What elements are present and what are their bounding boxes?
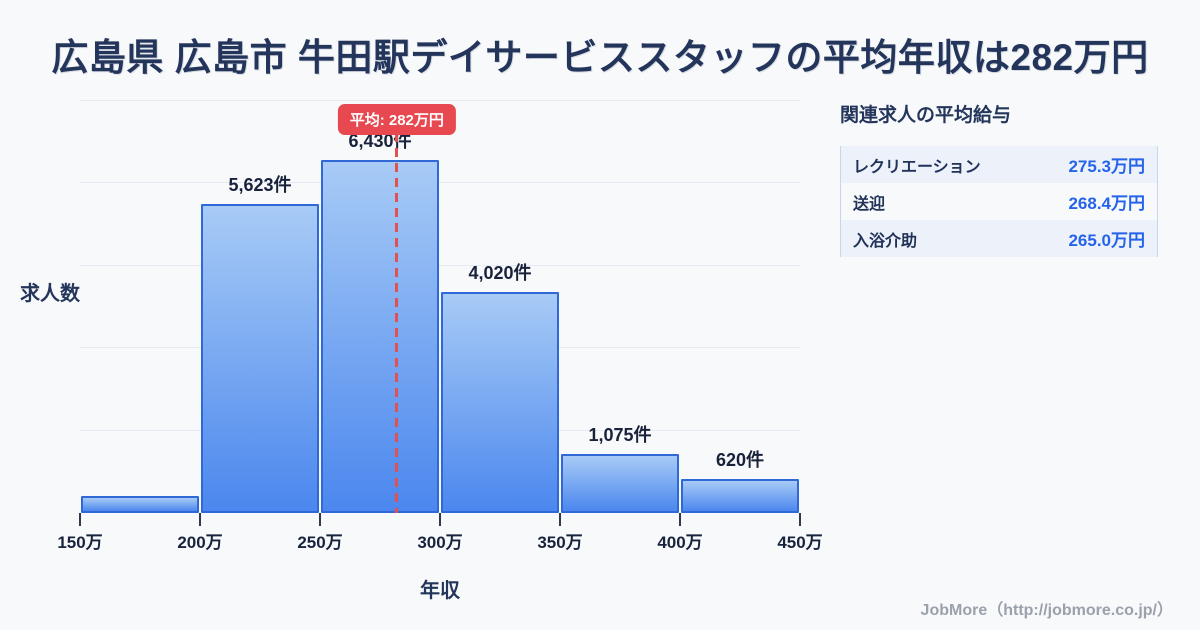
x-axis-tick: [679, 513, 681, 526]
bar-value-label: 1,075件: [588, 425, 652, 445]
x-axis-tick-label: 300万: [417, 533, 463, 552]
gridline: [80, 100, 800, 101]
average-badge: 平均: 282万円: [337, 104, 456, 135]
x-axis-title: 年収: [420, 580, 460, 602]
bar-value-label: 620件: [715, 450, 765, 470]
related-jobs-panel-header: 関連求人の平均給与: [840, 105, 1012, 126]
histogram-bar: [561, 454, 679, 513]
x-axis-tick: [319, 513, 321, 526]
histogram-bar: [201, 204, 319, 513]
x-axis-tick: [79, 513, 81, 526]
gridline: [80, 429, 800, 431]
related-job-label: 入浴介助: [853, 232, 918, 250]
related-job-label: レクリエーション: [853, 158, 981, 176]
x-axis-tick-label: 200万: [177, 533, 223, 552]
related-job-row: レクリエーション 275.3万円: [841, 146, 1157, 183]
x-axis-tick: [799, 513, 801, 526]
x-axis-tick-label: 350万: [537, 533, 583, 552]
bar-value-label: 4,020件: [468, 263, 532, 283]
related-job-value: 275.3万円: [1068, 157, 1145, 176]
gridline: [80, 182, 800, 184]
x-axis-tick: [439, 513, 441, 526]
page-title: 広島県 広島市 牛田駅デイサービススタッフの平均年収は282万円: [51, 37, 1149, 78]
average-dashed-line: [395, 133, 399, 513]
related-jobs-table: レクリエーション 275.3万円送迎 268.4万円入浴介助 265.0万円: [840, 146, 1158, 257]
related-job-value: 268.4万円: [1068, 194, 1145, 213]
plot-area: 5,623件 6,430件 4,020件 1,075件 620件 150万 200万 250万…: [57, 100, 823, 552]
related-job-value: 265.0万円: [1068, 231, 1145, 250]
related-job-row: 入浴介助 265.0万円: [841, 220, 1157, 257]
related-job-row: 送迎 268.4万円: [841, 183, 1157, 220]
x-axis-tick: [199, 513, 201, 526]
y-axis-title: 求人数: [20, 283, 80, 305]
footer-credit: JobMore（http://jobmore.co.jp/）: [920, 602, 1173, 619]
histogram-bar: [681, 479, 799, 513]
x-axis-tick-label: 400万: [657, 533, 703, 552]
gridline: [80, 264, 800, 266]
related-job-label: 送迎: [853, 195, 886, 213]
bar-value-label: 5,623件: [228, 175, 292, 195]
x-axis-tick-label: 250万: [297, 533, 343, 552]
x-axis-tick-label: 150万: [57, 533, 103, 552]
x-axis-tick-label: 450万: [777, 533, 823, 552]
histogram-bar: [441, 292, 559, 513]
histogram-bar: [81, 496, 199, 513]
histogram-bar: [321, 160, 439, 513]
gridline: [80, 347, 800, 349]
x-axis-tick: [559, 513, 561, 526]
